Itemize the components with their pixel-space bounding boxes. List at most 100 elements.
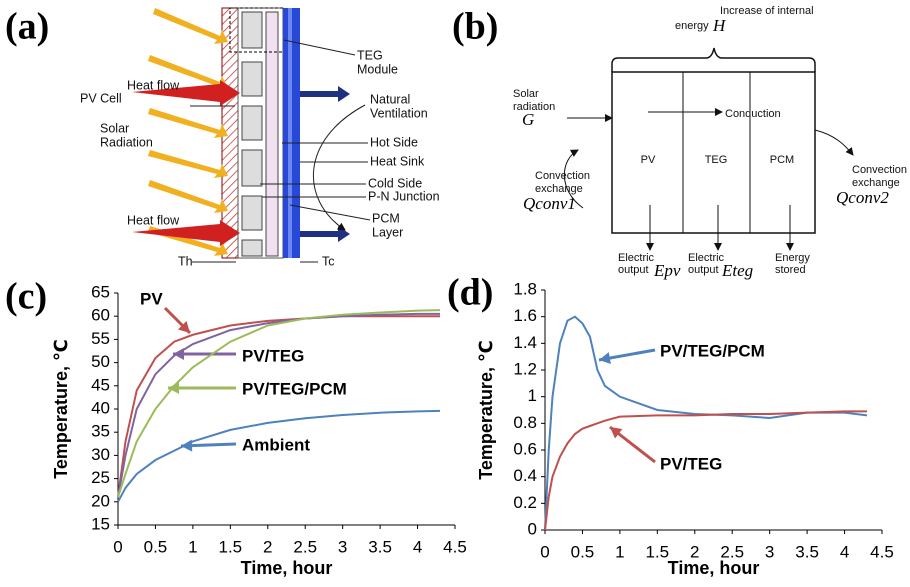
x-tick-label: 4.5 xyxy=(870,542,894,561)
diagram-label: Qconv1 xyxy=(523,194,576,213)
series-label: Ambient xyxy=(242,435,310,454)
series-label: PV xyxy=(140,289,163,308)
ventilation-arrow xyxy=(300,226,350,242)
diagram-label: radiation xyxy=(513,101,555,113)
x-tick-label: 1.5 xyxy=(646,542,670,561)
y-tick-label: 1 xyxy=(528,386,537,405)
diagram-label: Electric xyxy=(618,252,655,264)
diagram-label: Radiation xyxy=(100,135,153,149)
diagram-label: energy xyxy=(675,20,709,32)
series-line xyxy=(544,410,868,531)
flow-arrows xyxy=(563,108,854,251)
panel-label: (d) xyxy=(447,272,493,314)
y-tick-label: 20 xyxy=(91,491,110,510)
x-axis-label: Time, hour xyxy=(668,558,760,578)
y-tick-label: 60 xyxy=(91,306,110,325)
diagram-label: PV Cell xyxy=(80,91,122,105)
label-arrowhead xyxy=(599,352,611,364)
series-line xyxy=(117,315,441,498)
x-tick-label: 1 xyxy=(615,542,624,561)
diagram-label: PV xyxy=(641,154,656,166)
diagram-label: PCM xyxy=(770,154,794,166)
diagram-label: exchange xyxy=(852,177,900,189)
teg-modules xyxy=(241,11,279,257)
diagram-label: Natural xyxy=(370,92,410,106)
x-tick-label: 2.5 xyxy=(720,542,744,561)
diagram-label: Tc xyxy=(322,254,335,268)
diagram-label: Module xyxy=(357,62,398,76)
x-tick-label: 3 xyxy=(338,537,347,556)
y-tick-label: 0.4 xyxy=(513,466,537,485)
diagram-label: Cold Side xyxy=(368,176,422,190)
diagram-label: Th xyxy=(178,254,193,268)
x-tick-label: 1.5 xyxy=(219,537,243,556)
y-tick-label: 35 xyxy=(91,422,110,441)
x-axis-label: Time, hour xyxy=(241,558,333,578)
diagram-label: Hot Side xyxy=(370,135,418,149)
heat-sink-fin xyxy=(288,8,292,258)
y-tick-label: 40 xyxy=(91,398,110,417)
series-line xyxy=(117,409,441,503)
heat-flow-arrow xyxy=(132,220,240,246)
series-line xyxy=(117,312,441,498)
diagram-label: H xyxy=(712,16,727,35)
x-tick-label: 2 xyxy=(690,542,699,561)
series-label: PV/TEG xyxy=(660,454,722,473)
y-tick-label: 0.6 xyxy=(513,439,537,458)
label-arrowhead xyxy=(177,320,190,333)
leader-lines xyxy=(190,39,371,263)
diagram-label: Epv xyxy=(653,261,681,280)
x-tick-label: 4.5 xyxy=(443,537,467,556)
diagram-label: Heat flow xyxy=(127,78,180,92)
x-tick-label: 4 xyxy=(413,537,422,556)
y-tick-label: 55 xyxy=(91,329,110,348)
panel-label: (b) xyxy=(452,6,498,48)
series-line xyxy=(544,315,868,531)
diagram-label: G xyxy=(522,110,534,129)
x-tick-label: 0 xyxy=(540,542,549,561)
label-arrowhead xyxy=(168,382,179,394)
diagram-label: Increase of internal xyxy=(720,5,814,17)
y-axis-label: Temperature, ℃ xyxy=(476,340,496,480)
y-axis-label: Temperature, ℃ xyxy=(51,339,71,479)
y-tick-label: 0.2 xyxy=(513,493,537,512)
y-tick-label: 45 xyxy=(91,375,110,394)
x-tick-label: 0.5 xyxy=(571,542,595,561)
diagram-label: Ventilation xyxy=(370,106,428,120)
diagram-label: Electric xyxy=(688,252,725,264)
x-tick-label: 0 xyxy=(113,537,122,556)
ventilation-arrow xyxy=(300,86,350,102)
diagram-label: Energy xyxy=(775,252,810,264)
x-tick-label: 0.5 xyxy=(144,537,168,556)
x-tick-label: 4 xyxy=(840,542,849,561)
diagram-label: Solar xyxy=(513,88,539,100)
x-tick-label: 1 xyxy=(188,537,197,556)
diagram-label: TEG xyxy=(705,154,728,166)
y-tick-label: 50 xyxy=(91,352,110,371)
y-tick-label: 1.4 xyxy=(513,333,537,352)
diagram-label: P-N Junction xyxy=(368,189,440,203)
y-tick-label: 1.6 xyxy=(513,306,537,325)
series-label: PV/TEG xyxy=(242,346,304,365)
y-tick-label: 30 xyxy=(91,445,110,464)
series-label: PV/TEG/PCM xyxy=(660,341,765,360)
label-arrowhead xyxy=(610,427,623,439)
label-arrowhead xyxy=(181,439,193,452)
label-arrowhead xyxy=(173,348,184,360)
y-tick-label: 0 xyxy=(528,519,537,538)
panel-label: (a) xyxy=(5,6,49,48)
y-tick-label: 1.2 xyxy=(513,359,537,378)
diagram-label: Conduction xyxy=(725,108,781,120)
y-tick-label: 0.8 xyxy=(513,413,537,432)
diagram-label: PCM xyxy=(372,211,400,225)
y-tick-label: 65 xyxy=(91,282,110,301)
y-tick-label: 25 xyxy=(91,468,110,487)
brace xyxy=(611,47,816,72)
y-tick-label: 1.8 xyxy=(513,279,537,298)
panel-label: (c) xyxy=(5,276,47,318)
y-tick-label: 15 xyxy=(91,514,110,533)
diagram-label: Solar xyxy=(100,121,129,135)
diagram-label: Convection xyxy=(535,170,590,182)
diagram-label: Heat Sink xyxy=(370,154,425,168)
